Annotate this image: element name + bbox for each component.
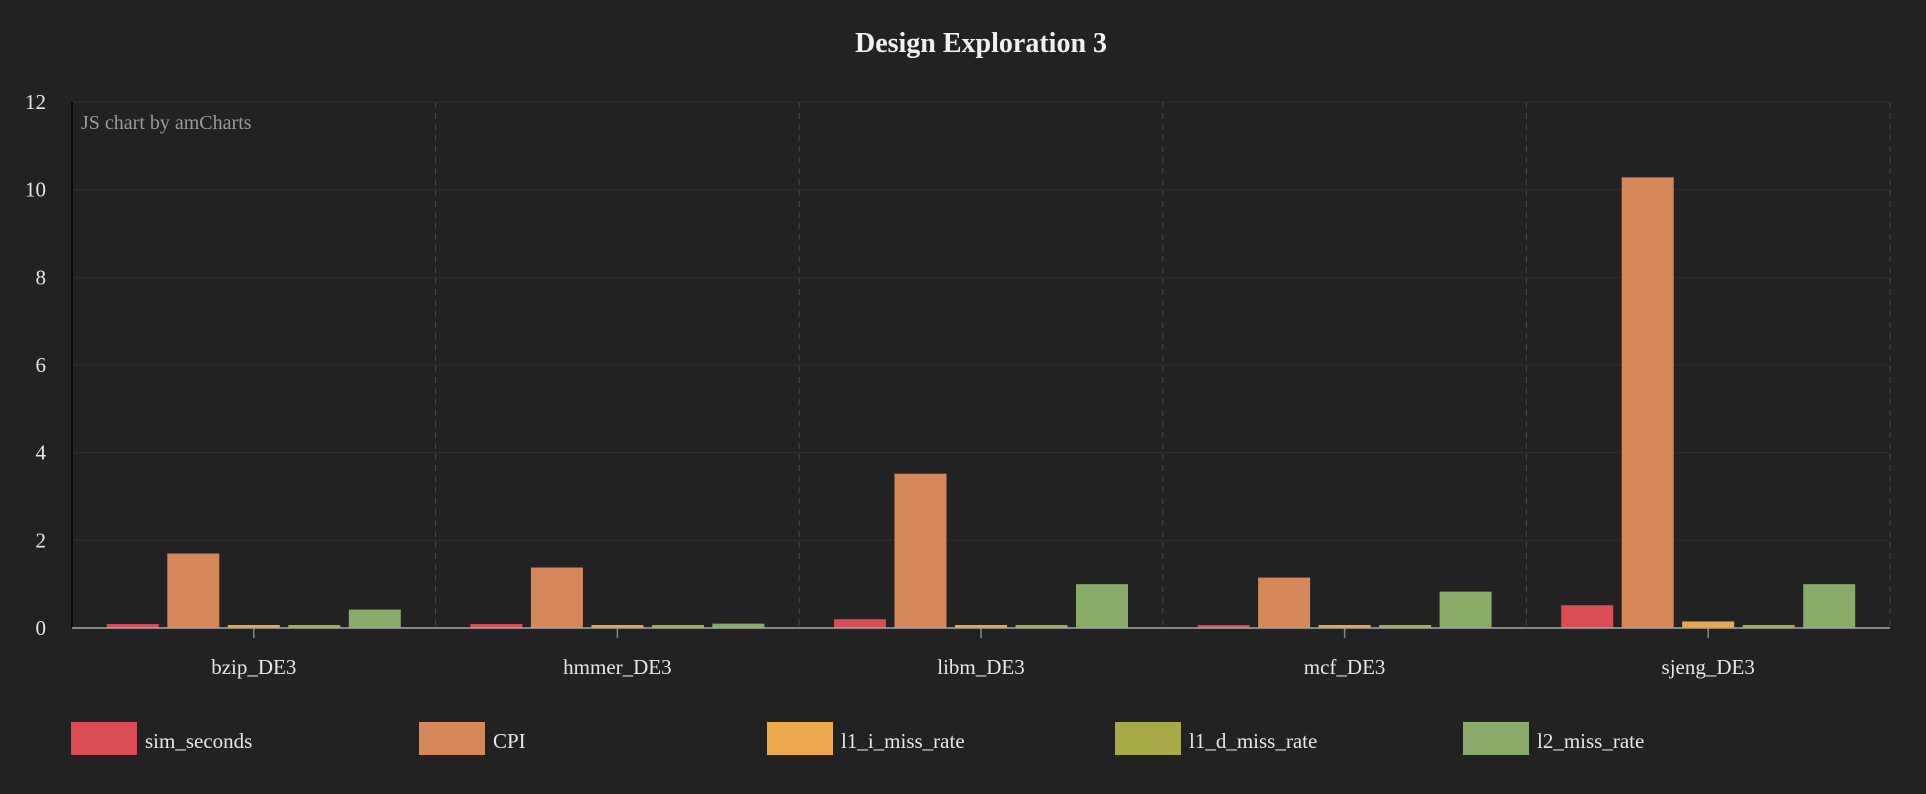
legend-item-l1_i_miss_rate[interactable]: l1_i_miss_rate — [767, 722, 965, 755]
x-tick-label: libm_DE3 — [937, 655, 1025, 679]
legend-item-sim_seconds[interactable]: sim_seconds — [71, 722, 252, 755]
bar-CPI-bzip_DE3: CPI: 1.7 — [167, 553, 220, 628]
y-tick-label: 10 — [25, 178, 46, 202]
bar-l1_d_miss_rate-mcf_DE3: l1_d_miss_rate: 0.03 — [1379, 625, 1432, 628]
bar-l2_miss_rate-sjeng_DE3: l2_miss_rate: 1 — [1803, 584, 1856, 628]
legend: sim_seconds CPI l1_i_miss_rate l1_d_miss_ra… — [71, 722, 1644, 755]
chart-title: Design Exploration 3 — [855, 28, 1107, 59]
bar-CPI-hmmer_DE3: CPI: 1.38 — [530, 567, 583, 628]
legend-label: l1_d_miss_rate — [1189, 729, 1317, 753]
legend-label: CPI — [493, 729, 526, 753]
bar-sim_seconds-libm_DE3: sim_seconds: 0.2 — [834, 619, 886, 628]
bar-sim_seconds-hmmer_DE3: sim_seconds: 0.09 — [470, 624, 523, 628]
bar-l2_miss_rate-bzip_DE3: l2_miss_rate: 0.42 — [348, 609, 401, 628]
bar-l1_d_miss_rate-libm_DE3: l1_d_miss_rate: 0.03 — [1015, 625, 1068, 628]
legend-item-CPI[interactable]: CPI — [419, 722, 526, 755]
bar-CPI-libm_DE3: CPI: 3.52 — [894, 473, 947, 628]
x-tick-label: bzip_DE3 — [211, 655, 296, 679]
x-tick-label: sjeng_DE3 — [1662, 655, 1755, 679]
legend-label: l2_miss_rate — [1537, 729, 1644, 753]
bar-l1_i_miss_rate-hmmer_DE3: l1_i_miss_rate: 0.01 — [591, 625, 644, 628]
legend-label: l1_i_miss_rate — [841, 729, 965, 753]
bar-l1_i_miss_rate-sjeng_DE3: l1_i_miss_rate: 0.15 — [1682, 621, 1735, 628]
bar-sim_seconds-sjeng_DE3: sim_seconds: 0.52 — [1561, 605, 1614, 628]
bar-CPI-sjeng_DE3: CPI: 10.28 — [1621, 177, 1674, 629]
legend-swatch — [1463, 722, 1529, 755]
x-tick-label: hmmer_DE3 — [563, 655, 671, 679]
y-tick-label: 2 — [36, 528, 47, 552]
bar-CPI-mcf_DE3: CPI: 1.15 — [1258, 577, 1311, 628]
legend-swatch — [767, 722, 833, 755]
legend-label: sim_seconds — [145, 729, 252, 753]
legend-item-l2_miss_rate[interactable]: l2_miss_rate — [1463, 722, 1644, 755]
bar-l1_d_miss_rate-bzip_DE3: l1_d_miss_rate: 0.02 — [288, 625, 341, 628]
y-tick-label: 6 — [36, 353, 47, 377]
y-tick-label: 8 — [36, 265, 47, 289]
y-tick-label: 4 — [36, 441, 47, 465]
bar-sim_seconds-bzip_DE3: sim_seconds: 0.09 — [106, 624, 159, 628]
legend-swatch — [419, 722, 485, 755]
bar-l1_i_miss_rate-libm_DE3: l1_i_miss_rate: 0.05 — [955, 625, 1007, 628]
bar-l2_miss_rate-hmmer_DE3: l2_miss_rate: 0.1 — [712, 623, 765, 628]
bar-l2_miss_rate-mcf_DE3: l2_miss_rate: 0.83 — [1439, 591, 1492, 628]
legend-swatch — [71, 722, 137, 755]
y-tick-label: 12 — [25, 90, 46, 114]
legend-swatch — [1115, 722, 1181, 755]
x-tick-label: mcf_DE3 — [1304, 655, 1386, 679]
bar-l1_d_miss_rate-hmmer_DE3: l1_d_miss_rate: 0.03 — [651, 625, 704, 628]
bar-l1_d_miss_rate-sjeng_DE3: l1_d_miss_rate: 0.03 — [1742, 625, 1795, 628]
bar-sim_seconds-mcf_DE3: sim_seconds: 0.05 — [1197, 625, 1250, 628]
bar-l1_i_miss_rate-bzip_DE3: l1_i_miss_rate: 0.01 — [227, 625, 280, 628]
bar-l2_miss_rate-libm_DE3: l2_miss_rate: 1 — [1076, 584, 1128, 628]
bar-l1_i_miss_rate-mcf_DE3: l1_i_miss_rate: 0 — [1318, 625, 1371, 628]
amcharts-credit[interactable]: JS chart by amCharts — [81, 112, 252, 134]
plot-area: 0 2 4 6 8 10 12 sim_seconds: 0.09 CPI: 1.7 l1_i_m… — [25, 90, 1891, 679]
legend-item-l1_d_miss_rate[interactable]: l1_d_miss_rate — [1115, 722, 1317, 755]
y-tick-label: 0 — [36, 616, 47, 640]
